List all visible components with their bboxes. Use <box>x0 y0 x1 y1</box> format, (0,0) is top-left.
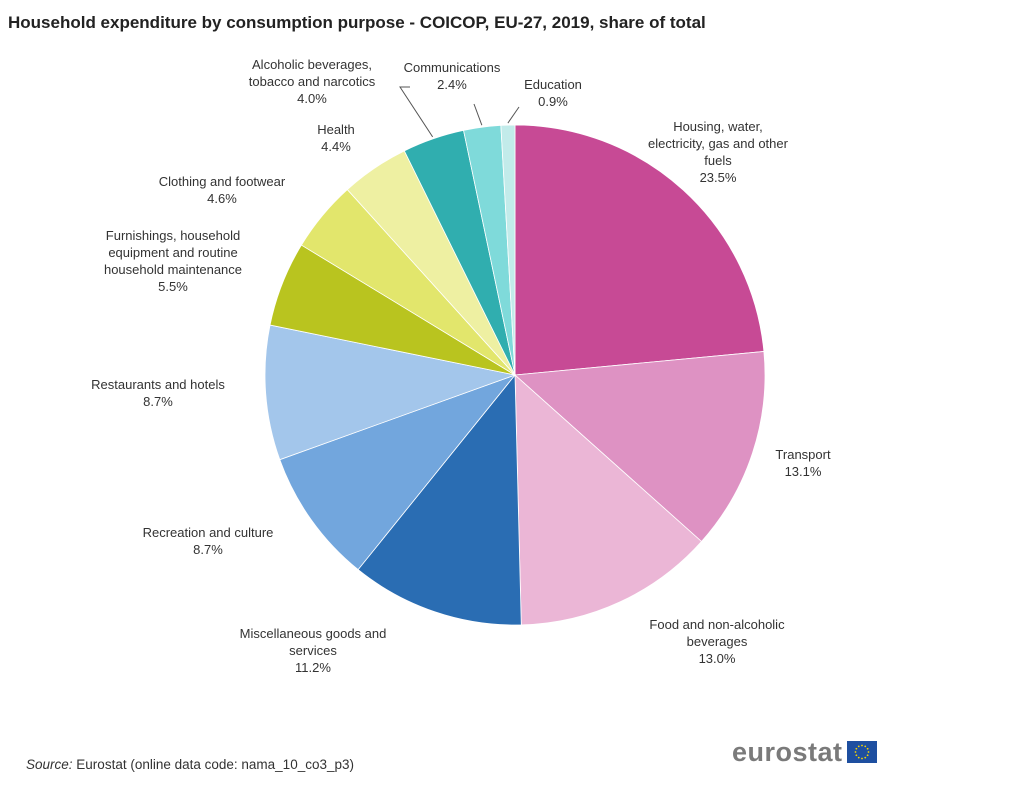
slice-name-line: beverages <box>687 634 748 649</box>
slice-name-line: Food and non-alcoholic <box>649 617 785 632</box>
flag-star <box>854 751 856 753</box>
slice-label: Furnishings, household equipment and rout… <box>104 228 242 294</box>
leader-line <box>473 103 483 126</box>
slice-name-line: Clothing and footwear <box>159 174 286 189</box>
slice-label: Transport 13.1% <box>775 447 831 479</box>
slice-value: 4.6% <box>207 191 237 206</box>
slice-label: Health 4.4% <box>317 122 355 154</box>
slice-name-line: fuels <box>704 153 732 168</box>
flag-star <box>863 756 866 759</box>
flag-star <box>866 747 869 750</box>
flag-star <box>860 744 863 747</box>
chart-title: Household expenditure by consumption pur… <box>8 13 706 32</box>
slice-value: 8.7% <box>143 394 173 409</box>
slice-name-line: tobacco and narcotics <box>249 74 376 89</box>
slice-value: 13.0% <box>699 651 736 666</box>
pie-slice <box>514 124 765 376</box>
leader-line <box>399 86 434 138</box>
pie-slice <box>500 124 516 376</box>
slice-name-line: services <box>289 643 337 658</box>
flag-star <box>866 754 869 757</box>
slice-value: 4.0% <box>297 91 327 106</box>
slice-label: Housing, water, electricity, gas and othe… <box>648 119 789 185</box>
slice-value: 13.1% <box>785 464 822 479</box>
slice-name-line: Transport <box>775 447 831 462</box>
slice-name-line: Furnishings, household <box>106 228 240 243</box>
slice-label: Recreation and culture 8.7% <box>143 525 274 557</box>
flag-star <box>863 745 866 748</box>
slice-label: Miscellaneous goods and services 11.2% <box>240 626 387 675</box>
slice-name-line: Communications <box>404 60 501 75</box>
source-note: Source: Eurostat (online data code: nama… <box>26 757 354 772</box>
slice-label: Communications 2.4% <box>404 60 501 92</box>
slice-value: 11.2% <box>295 660 331 675</box>
eu-flag-icon <box>846 741 877 763</box>
flag-star <box>867 751 869 753</box>
slice-label: Clothing and footwear 4.6% <box>159 174 286 206</box>
flag-star <box>857 756 860 759</box>
pie-slice <box>357 373 522 626</box>
slice-name-line: electricity, gas and other <box>648 136 789 151</box>
slice-name-line: Education <box>524 77 582 92</box>
slice-value: 2.4% <box>437 77 467 92</box>
slice-name-line: Housing, water, <box>673 119 763 134</box>
slice-name-line: Recreation and culture <box>143 525 274 540</box>
slice-value: 8.7% <box>193 542 223 557</box>
slice-name-line: Health <box>317 122 355 137</box>
slice-name-line: household maintenance <box>104 262 242 277</box>
slice-value: 4.4% <box>321 139 351 154</box>
pie-slice <box>514 351 766 543</box>
slice-labels: Housing, water, electricity, gas and othe… <box>91 57 831 675</box>
flag-star <box>855 747 857 750</box>
slice-name-line: Miscellaneous goods and <box>240 626 387 641</box>
flag-star <box>855 754 857 757</box>
slice-value: 5.5% <box>158 279 188 294</box>
flag-star <box>857 745 860 748</box>
pie-slice <box>264 324 517 461</box>
slice-name-line: Restaurants and hotels <box>91 377 225 392</box>
slice-name-line: equipment and routine <box>108 245 237 260</box>
slice-label: Food and non-alcoholic beverages 13.0% <box>649 617 785 666</box>
slice-name-line: Alcoholic beverages, <box>252 57 372 72</box>
eurostat-logo: eurostat <box>732 737 877 767</box>
slice-value: 0.9% <box>538 94 568 109</box>
slice-label: Alcoholic beverages, tobacco and narcotic… <box>249 57 376 106</box>
source-text: Eurostat (online data code: nama_10_co3_… <box>76 757 354 772</box>
flag-star <box>860 757 863 760</box>
slice-label: Restaurants and hotels 8.7% <box>91 377 225 409</box>
leader-line <box>507 106 520 124</box>
slice-value: 23.5% <box>700 170 737 185</box>
logo-text: eurostat <box>732 736 843 767</box>
leader-lines <box>399 86 520 138</box>
source-label: Source: <box>26 757 73 772</box>
slice-label: Education 0.9% <box>524 77 582 109</box>
pie-slices <box>264 124 766 626</box>
pie-slice <box>279 374 517 571</box>
pie-slice <box>514 374 703 626</box>
